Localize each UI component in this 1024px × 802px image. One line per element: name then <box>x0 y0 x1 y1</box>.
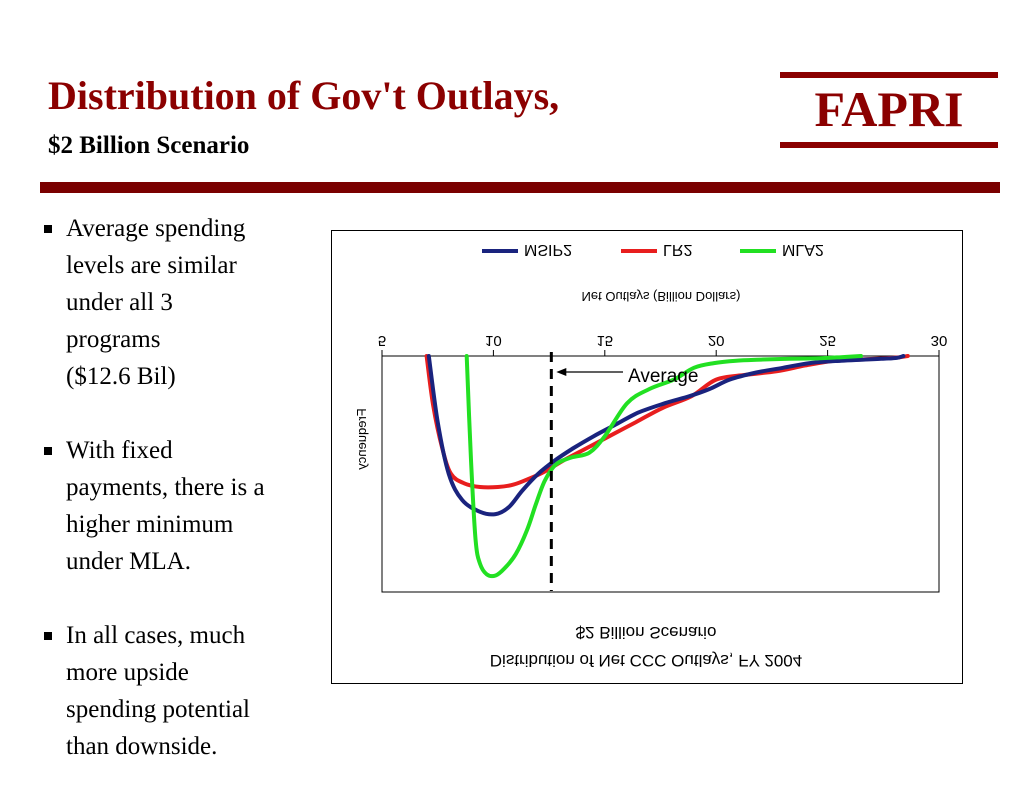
chart-legend: MSIP2 LR2 MLA2 <box>482 241 824 258</box>
series-lines <box>424 354 910 579</box>
logo-text: FAPRI <box>814 81 964 137</box>
bullet-line: levels are similar <box>66 252 237 279</box>
average-arrowhead <box>556 368 567 376</box>
bullet-item: In all cases, much more upside spending po… <box>40 617 322 765</box>
title-divider <box>40 182 1000 193</box>
average-label: Average <box>628 366 698 387</box>
bullet-line: In all cases, much <box>66 622 246 649</box>
bullet-line: than downside. <box>66 733 218 760</box>
legend-label-mla2: MLA2 <box>782 241 824 258</box>
chart-frame <box>331 230 963 684</box>
series-line-msip2 <box>426 354 906 517</box>
slide-title: Distribution of Gov't Outlays, <box>48 73 560 118</box>
chart-title: Distribution of Net CCC Outlays, FY 2004 <box>490 651 802 670</box>
x-tick-label: 30 <box>931 332 948 349</box>
series-line-mla2 <box>464 354 863 579</box>
bullet-line: higher minimum <box>66 511 234 538</box>
y-axis-label: Frequency <box>354 408 369 470</box>
slide-subtitle: $2 Billion Scenario <box>48 132 250 159</box>
chart-subtitle: $2 Billion Scenario <box>576 623 717 642</box>
x-tick-label: 25 <box>819 332 836 349</box>
bullet-line: spending potential <box>66 696 250 723</box>
bullet-item: Average spending levels are similar under … <box>40 210 322 395</box>
bullet-line: under all 3 <box>66 289 173 316</box>
x-tick-label: 10 <box>485 332 502 349</box>
x-ticks: 5 10 15 20 25 30 <box>378 332 948 356</box>
x-tick-label: 20 <box>708 332 725 349</box>
logo-bar-top <box>780 72 998 78</box>
bullet-marker <box>44 447 52 455</box>
bullet-list: Average spending levels are similar under … <box>40 210 322 802</box>
bullet-line: under MLA. <box>66 548 191 575</box>
legend-label-msip2: MSIP2 <box>524 241 572 258</box>
bullet-marker <box>44 632 52 640</box>
x-tick-label: 15 <box>596 332 613 349</box>
legend-label-lr2: LR2 <box>663 241 692 258</box>
bullet-line: ($12.6 Bil) <box>66 363 176 390</box>
fapri-logo: FAPRI <box>780 72 998 148</box>
logo-bar-bottom <box>780 142 998 148</box>
bullet-line: payments, there is a <box>66 474 265 501</box>
bullet-marker <box>44 225 52 233</box>
outlays-chart: 5 10 15 20 25 30 MSIP2 LR2 MLA2 Net Outlays (Bil… <box>331 230 963 684</box>
bullet-line: more upside <box>66 659 189 686</box>
bullet-line: Average spending <box>66 215 246 242</box>
bullet-line: programs <box>66 326 161 353</box>
bullet-line: With fixed <box>66 437 173 464</box>
bullet-item: With fixed payments, there is a higher min… <box>40 432 322 580</box>
x-axis-label: Net Outlays (Billion Dollars) <box>582 289 741 304</box>
chart-upright-layer: Average <box>556 366 698 387</box>
x-tick-label: 5 <box>378 332 386 349</box>
chart-flipped-group: 5 10 15 20 25 30 MSIP2 LR2 MLA2 Net Outlays (Bil… <box>354 241 947 670</box>
